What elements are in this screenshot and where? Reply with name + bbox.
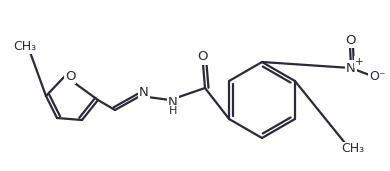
Text: O: O (345, 34, 355, 47)
Text: O: O (65, 69, 75, 82)
Text: +: + (355, 57, 363, 67)
Text: N: N (139, 87, 149, 100)
Text: O⁻: O⁻ (369, 69, 385, 82)
Text: CH₃: CH₃ (13, 40, 37, 52)
Text: N: N (168, 96, 178, 109)
Text: H: H (169, 106, 177, 116)
Text: N: N (346, 62, 356, 75)
Text: CH₃: CH₃ (341, 142, 365, 155)
Text: O: O (198, 50, 208, 63)
